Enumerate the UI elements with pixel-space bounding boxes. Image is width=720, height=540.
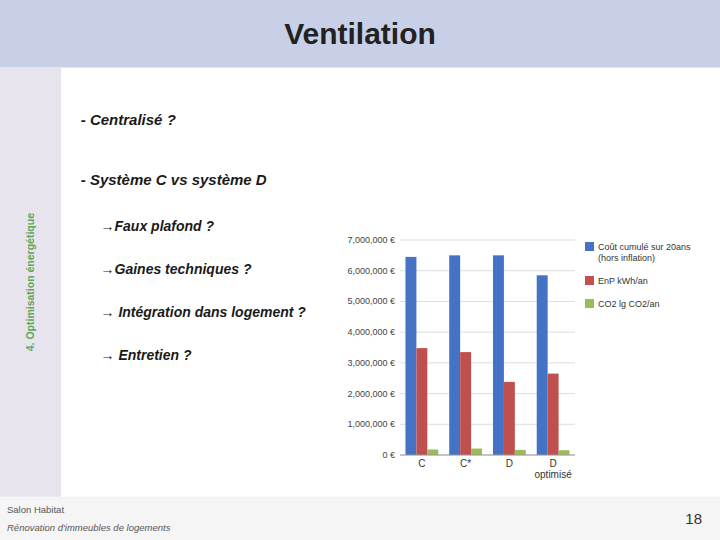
bar-chart: 0 € 1,000,000 € 2,000,000 € 3,000,000 € 4,00… bbox=[347, 235, 691, 480]
legend-label: EnP kWh/an bbox=[598, 276, 648, 286]
side-strip bbox=[0, 68, 61, 497]
y-tick-label: 5,000,000 € bbox=[347, 296, 395, 306]
x-tick-label: D bbox=[506, 458, 513, 469]
grid-line bbox=[400, 240, 575, 241]
y-tick-label: 2,000,000 € bbox=[347, 389, 395, 399]
grid-line bbox=[400, 270, 575, 271]
legend-label: Coût cumulé sur 20ans(hors inflation) bbox=[598, 242, 691, 263]
slide: Ventilation Salon Habitat Rénovation d'imm… bbox=[0, 0, 720, 540]
grid-line bbox=[400, 332, 575, 333]
grid-line bbox=[400, 301, 575, 302]
bar bbox=[460, 352, 471, 455]
legend-swatch bbox=[585, 299, 594, 308]
legend-swatch bbox=[585, 242, 594, 251]
bar bbox=[559, 450, 570, 455]
x-tick-label: C* bbox=[460, 458, 471, 469]
bullet: - Système C vs système D bbox=[81, 171, 267, 188]
footer-text: Rénovation d'immeubles de logements bbox=[7, 522, 171, 533]
x-axis-line bbox=[400, 455, 575, 456]
bars bbox=[405, 255, 569, 455]
bar bbox=[493, 255, 504, 455]
slide-title: Ventilation bbox=[284, 17, 436, 50]
y-tick-label: 0 € bbox=[382, 450, 395, 460]
y-tick-label: 1,000,000 € bbox=[347, 419, 395, 429]
legend-swatch bbox=[585, 276, 594, 285]
footer-text: Salon Habitat bbox=[7, 504, 64, 515]
x-tick-label-line: C bbox=[418, 458, 425, 469]
x-tick-label: Doptimisé bbox=[535, 458, 573, 480]
bullet: →Gaines techniques ? bbox=[101, 261, 252, 277]
y-tick-label: 7,000,000 € bbox=[347, 235, 395, 245]
y-tick-label: 4,000,000 € bbox=[347, 327, 395, 337]
bar bbox=[537, 275, 548, 455]
y-tick-label: 6,000,000 € bbox=[347, 266, 395, 276]
plot-area bbox=[400, 240, 575, 455]
page-number: 18 bbox=[685, 510, 702, 527]
legend-label-line: CO2 lg CO2/an bbox=[598, 299, 660, 309]
bullet: →Faux plafond ? bbox=[101, 218, 215, 234]
legend-label: CO2 lg CO2/an bbox=[598, 299, 660, 309]
bullet: → Intégration dans logement ? bbox=[101, 304, 307, 320]
title-bar bbox=[0, 0, 720, 68]
grid-line bbox=[400, 455, 575, 456]
legend-label-line: EnP kWh/an bbox=[598, 276, 648, 286]
bar bbox=[504, 382, 515, 455]
footer-bar bbox=[0, 497, 720, 540]
bar bbox=[449, 255, 460, 455]
bar bbox=[416, 348, 427, 455]
bullet: → Entretien ? bbox=[101, 347, 192, 363]
bar bbox=[471, 449, 482, 455]
bar bbox=[515, 450, 526, 455]
slide-canvas: Ventilation Salon Habitat Rénovation d'imm… bbox=[0, 0, 720, 540]
x-tick-label-line: C* bbox=[460, 458, 471, 469]
y-tick-label: 3,000,000 € bbox=[347, 358, 395, 368]
x-tick-label-line: optimisé bbox=[535, 469, 573, 480]
bar bbox=[548, 374, 559, 455]
side-label: 4. Optimisation énergétique bbox=[25, 213, 37, 351]
x-tick-label-line: D bbox=[506, 458, 513, 469]
bar bbox=[427, 449, 438, 455]
legend-label-line: Coût cumulé sur 20ans bbox=[598, 242, 691, 252]
bar bbox=[405, 257, 416, 455]
x-tick-label: C bbox=[418, 458, 425, 469]
bullet: - Centralisé ? bbox=[81, 111, 176, 128]
legend-label-line: (hors inflation) bbox=[598, 253, 655, 263]
x-tick-label-line: D bbox=[550, 458, 557, 469]
